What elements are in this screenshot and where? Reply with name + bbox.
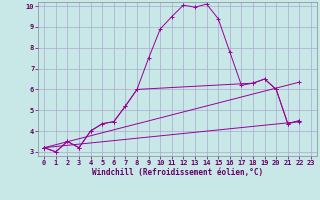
X-axis label: Windchill (Refroidissement éolien,°C): Windchill (Refroidissement éolien,°C) <box>92 168 263 177</box>
